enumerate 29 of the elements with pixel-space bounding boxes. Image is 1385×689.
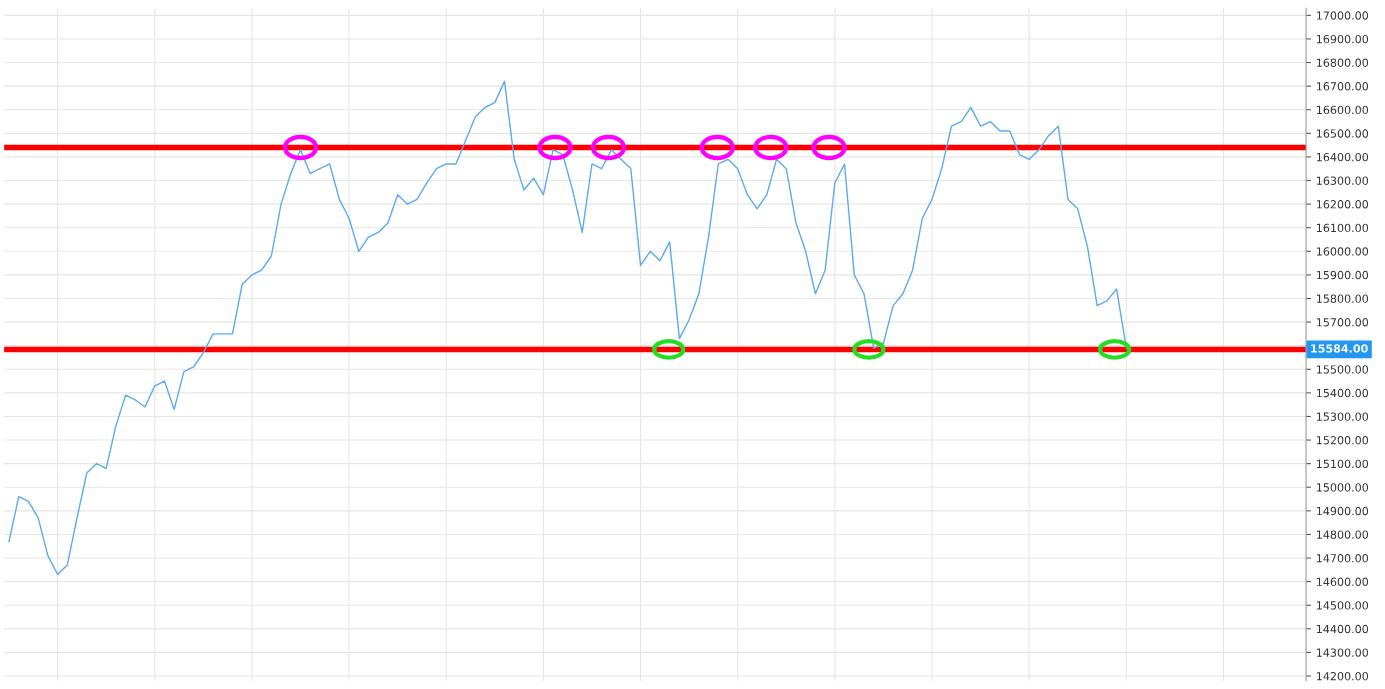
y-tick-label: 15500.00 <box>1317 365 1369 374</box>
y-tick-label: 14200.00 <box>1317 671 1369 681</box>
y-tick-label: 15000.00 <box>1317 483 1369 492</box>
y-tick-label: 16500.00 <box>1317 129 1369 138</box>
y-tick-label: 16800.00 <box>1317 58 1369 67</box>
y-tick-label: 16400.00 <box>1317 152 1369 162</box>
y-tick-label: 16000.00 <box>1317 247 1369 256</box>
y-tick-label: 16900.00 <box>1317 34 1369 44</box>
y-tick-label: 16600.00 <box>1317 105 1369 115</box>
y-tick-label: 15300.00 <box>1317 412 1369 421</box>
y-tick-label: 14600.00 <box>1317 577 1369 587</box>
y-tick-label: 14500.00 <box>1317 601 1369 610</box>
y-tick-label: 15900.00 <box>1317 270 1369 280</box>
y-tick-label: 15800.00 <box>1317 294 1369 303</box>
y-tick-label: 14400.00 <box>1317 624 1369 634</box>
y-tick-label: 16200.00 <box>1317 200 1369 209</box>
y-tick-label: 15400.00 <box>1317 388 1369 398</box>
y-tick-label: 17000.00 <box>1317 11 1369 20</box>
ref-line-label: 15584.00 <box>1311 344 1368 353</box>
y-tick-label: 16100.00 <box>1317 223 1369 233</box>
y-tick-label: 15100.00 <box>1317 459 1369 469</box>
y-tick-label: 14700.00 <box>1317 554 1369 563</box>
y-tick-label: 14800.00 <box>1317 530 1369 539</box>
y-tick-label: 15700.00 <box>1317 318 1369 327</box>
y-tick-label: 16700.00 <box>1317 82 1369 91</box>
y-tick-label: 16300.00 <box>1317 176 1369 185</box>
y-tick-label: 14300.00 <box>1317 648 1369 657</box>
y-tick-label: 15200.00 <box>1317 436 1369 445</box>
y-tick-label: 14900.00 <box>1317 506 1369 516</box>
